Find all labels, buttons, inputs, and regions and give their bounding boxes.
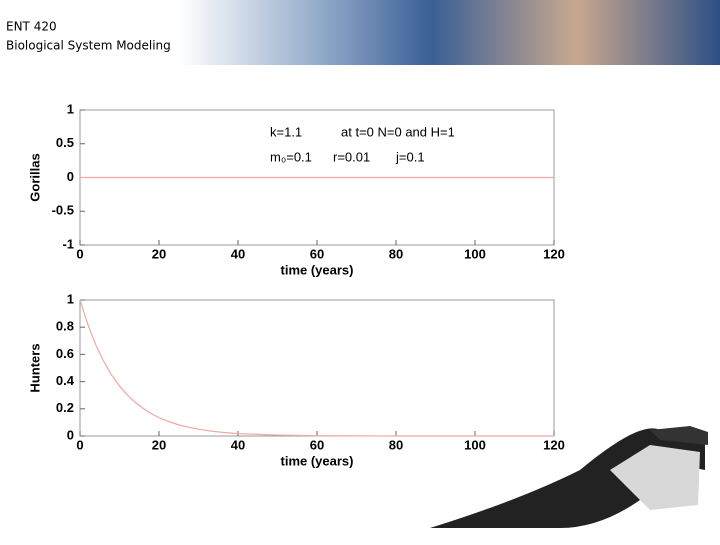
x-tick-label: 40 [231, 437, 245, 452]
x-tick-label: 100 [464, 246, 486, 261]
annotation: m₀=0.1 [270, 149, 312, 164]
y-tick-label: 1 [67, 101, 74, 116]
x-tick-label: 20 [152, 246, 166, 261]
y-tick-label: 0 [67, 427, 74, 442]
y-tick-label: 0 [67, 169, 74, 184]
plot-area [79, 299, 555, 437]
annotation: at t=0 N=0 and H=1 [341, 124, 455, 139]
y-axis-label: Hunters [27, 343, 42, 392]
x-tick-label: 0 [76, 246, 83, 261]
y-tick-label: 0.4 [56, 373, 75, 388]
y-tick-label: 0.5 [56, 135, 74, 150]
x-tick-label: 80 [389, 246, 403, 261]
y-tick-label: 0.8 [56, 319, 74, 334]
course-title: Biological System Modeling [6, 39, 171, 53]
x-tick-label: 60 [310, 246, 324, 261]
film-strip [430, 426, 708, 528]
x-tick-label: 120 [543, 246, 565, 261]
x-axis-label: time (years) [281, 453, 354, 468]
x-tick-label: 120 [543, 437, 565, 452]
x-tick-label: 60 [310, 437, 324, 452]
x-tick-label: 0 [76, 437, 83, 452]
y-tick-label: -0.5 [52, 203, 74, 218]
y-tick-label: 0.6 [56, 346, 74, 361]
x-tick-label: 20 [152, 437, 166, 452]
x-tick-label: 80 [389, 437, 403, 452]
data-line [79, 299, 554, 437]
y-tick-label: -1 [62, 236, 74, 251]
x-tick-label: 100 [464, 437, 486, 452]
y-axis-label: Gorillas [27, 153, 42, 201]
x-axis-label: time (years) [281, 262, 354, 277]
course-code: ENT 420 [6, 20, 57, 34]
header-banner [0, 0, 720, 65]
annotation: j=0.1 [395, 149, 425, 164]
annotation: k=1.1 [270, 124, 302, 139]
y-tick-label: 1 [67, 291, 74, 306]
y-tick-label: 0.2 [56, 400, 74, 415]
x-tick-label: 40 [231, 246, 245, 261]
annotation: r=0.01 [333, 149, 370, 164]
